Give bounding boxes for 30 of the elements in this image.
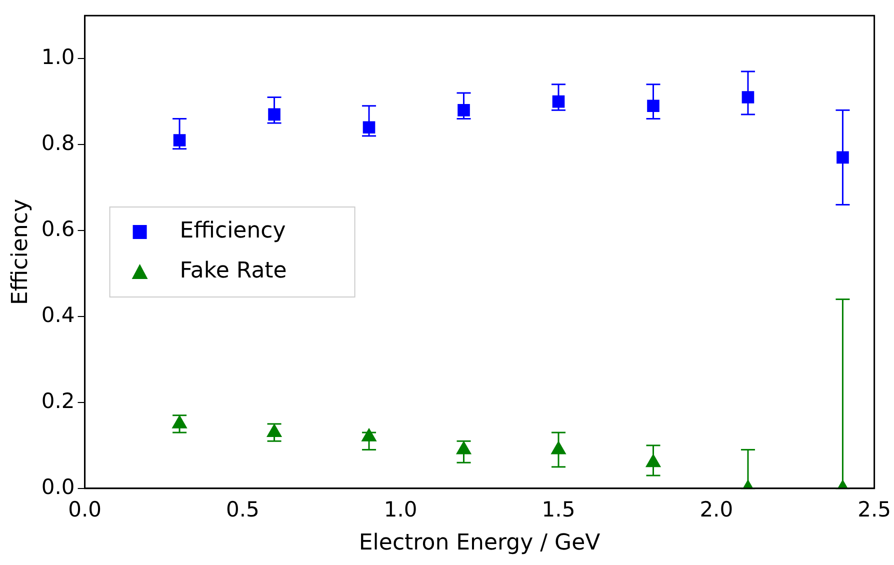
y-tick-label: 1.0	[41, 45, 75, 70]
x-tick-label: 2.5	[858, 497, 892, 522]
y-tick-label: 0.2	[41, 388, 75, 413]
point	[173, 134, 186, 146]
y-tick-label: 0.6	[41, 216, 75, 241]
legend-label: Efficiency	[180, 218, 286, 244]
point	[836, 151, 849, 164]
point	[268, 108, 280, 121]
y-axis-title: Efficiency	[8, 199, 33, 305]
x-tick-label: 1.0	[384, 497, 418, 522]
x-tick-label: 1.5	[542, 497, 576, 522]
x-axis-title: Electron Energy / GeV	[358, 530, 600, 556]
x-tick-label: 0.5	[226, 497, 260, 522]
y-tick-label: 0.0	[41, 474, 75, 499]
point	[646, 454, 661, 468]
x-tick-label: 0.0	[68, 497, 102, 522]
point	[362, 428, 376, 442]
point	[266, 424, 282, 438]
point	[742, 91, 754, 104]
y-tick-label: 0.4	[41, 302, 75, 327]
legend-label: Fake Rate	[180, 258, 287, 284]
point	[647, 100, 660, 112]
x-tick-label: 2.0	[700, 497, 734, 522]
point	[458, 104, 470, 116]
point	[456, 441, 472, 454]
point	[551, 441, 566, 454]
y-tick-label: 0.8	[41, 131, 75, 155]
point	[552, 95, 565, 108]
point	[362, 121, 376, 134]
point	[172, 415, 187, 428]
